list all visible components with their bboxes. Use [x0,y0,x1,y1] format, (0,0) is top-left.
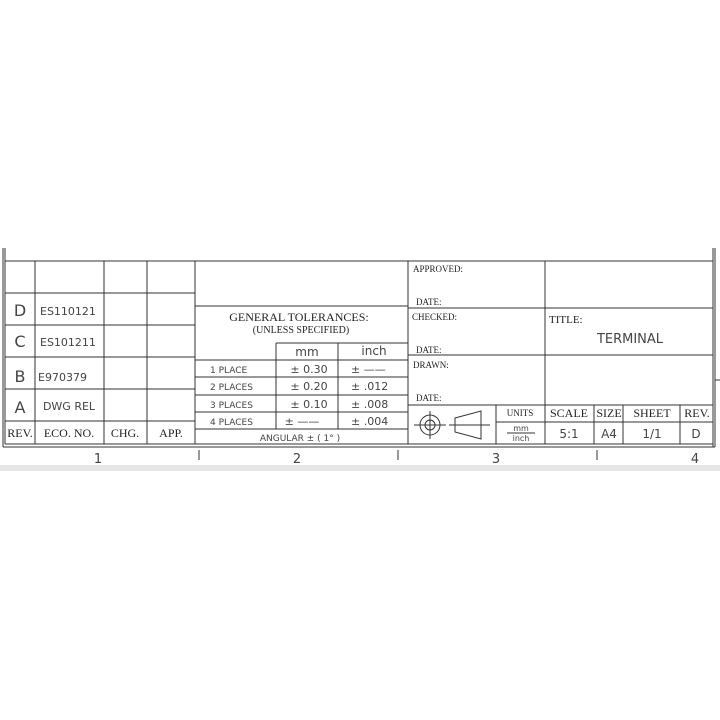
approved-label: APPROVED: [413,264,463,274]
rev-letter: B [15,367,26,386]
bottom-edge-band [0,465,720,471]
eco-number: E970379 [38,371,87,384]
sheet-label: SHEET [633,406,671,420]
drawing-title: TERMINAL [596,332,664,347]
rev-letter: A [15,398,26,417]
sheet-value: 1/1 [642,427,661,441]
units-mm: mm [513,424,529,433]
units-label: UNITS [507,408,534,418]
zone-2: 2 [293,452,301,467]
drawn-label: DRAWN: [413,360,449,370]
rev-letter: D [14,301,26,320]
tol-mm: ± 0.20 [290,380,327,393]
header-app: APP. [159,426,183,440]
approved-date-label: DATE: [416,297,442,307]
checked-date-label: DATE: [416,345,442,355]
col-inch: inch [361,344,386,358]
size-value: A4 [601,427,617,441]
rev-value: D [691,427,700,441]
tol-label: 4 PLACES [210,418,253,428]
tol-mm: ± 0.30 [290,363,327,376]
tolerance-text: GENERAL TOLERANCES: (UNLESS SPECIFIED) m… [210,310,388,444]
rev-label: REV. [684,406,709,420]
drawn-date-label: DATE: [416,393,442,403]
tol-label: 2 PLACES [210,383,253,393]
tol-mm: ± —— [285,415,320,428]
header-eco: ECO. NO. [44,426,94,440]
frame-lines [2,248,720,460]
third-angle-projection-icon [414,410,490,440]
title-grid [408,261,713,444]
tol-mm: ± 0.10 [290,398,327,411]
title-block-values: UNITS mm inch SCALE 5:1 SIZE A4 SHEET 1/… [507,406,710,443]
tol-label: 1 PLACE [210,366,248,376]
tol-label: 3 PLACES [210,401,253,411]
eco-number: ES101211 [40,336,96,349]
size-label: SIZE [596,406,621,420]
tol-inch: ± .004 [351,415,388,428]
title-label: TITLE: [549,314,583,326]
header-chg: CHG. [111,426,139,440]
signoff-text: APPROVED: DATE: CHECKED: DATE: DRAWN: DA… [412,264,664,403]
col-mm: mm [295,345,318,359]
zone-4: 4 [691,452,699,467]
scale-value: 5:1 [559,427,578,441]
eco-number: DWG REL [43,400,96,413]
header-rev: REV. [7,426,32,440]
rev-letter: C [14,332,25,351]
angular-tolerance: ANGULAR ± ( 1° ) [260,434,340,444]
eco-number: ES110121 [40,305,96,318]
tolerance-title: GENERAL TOLERANCES: [229,310,368,324]
zone-labels: 1 2 3 4 [94,452,699,467]
revision-rows: D ES110121 C ES101211 B E970379 A DWG RE… [7,301,183,440]
scale-label: SCALE [550,406,588,420]
tol-inch: ± —— [351,363,386,376]
checked-label: CHECKED: [412,312,457,322]
zone-1: 1 [94,452,102,467]
tolerance-subtitle: (UNLESS SPECIFIED) [253,325,349,336]
tol-inch: ± .008 [351,398,388,411]
units-inch: inch [513,434,530,443]
zone-3: 3 [492,452,500,467]
revision-grid [5,261,196,444]
tol-inch: ± .012 [351,380,388,393]
tolerance-grid [195,261,409,444]
